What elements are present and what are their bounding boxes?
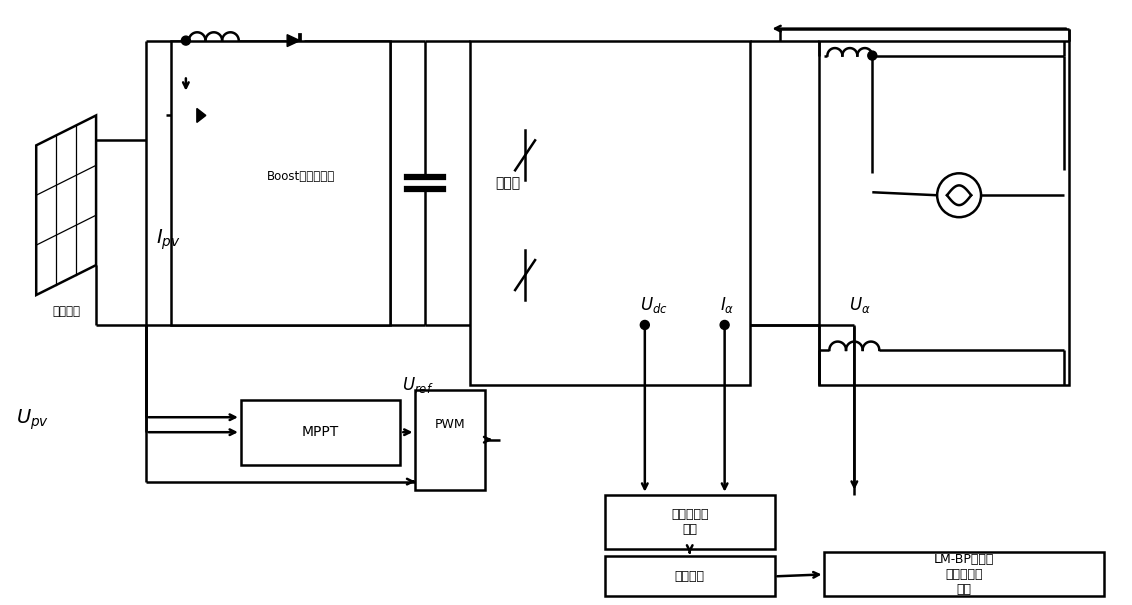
- Text: 光伏阵列: 光伏阵列: [52, 305, 80, 318]
- Polygon shape: [288, 34, 300, 47]
- Bar: [241, 400, 401, 465]
- Text: Boost升压变换器: Boost升压变换器: [266, 170, 335, 183]
- Circle shape: [868, 51, 877, 60]
- Text: 逆变桥: 逆变桥: [495, 176, 521, 190]
- Bar: [604, 494, 774, 549]
- Polygon shape: [36, 116, 96, 295]
- Text: $U_{ref}$: $U_{ref}$: [402, 374, 434, 395]
- Bar: [604, 557, 774, 597]
- Polygon shape: [197, 108, 206, 122]
- Text: PWM: PWM: [435, 418, 465, 431]
- Bar: [820, 41, 1069, 385]
- Text: LM-BP神经网
络优化谐波
控制: LM-BP神经网 络优化谐波 控制: [934, 553, 994, 596]
- Circle shape: [181, 36, 190, 45]
- Text: $U_{dc}$: $U_{dc}$: [640, 295, 668, 315]
- Bar: [171, 41, 391, 325]
- Text: $U_{pv}$: $U_{pv}$: [16, 408, 50, 432]
- Text: MPPT: MPPT: [302, 425, 340, 439]
- Bar: [470, 41, 749, 385]
- Text: 谐波检测: 谐波检测: [675, 570, 705, 583]
- Text: $U_{\alpha}$: $U_{\alpha}$: [849, 295, 871, 315]
- Circle shape: [641, 321, 650, 330]
- Circle shape: [720, 321, 729, 330]
- Bar: [415, 390, 486, 489]
- Text: 电压、电流
解耦: 电压、电流 解耦: [671, 508, 709, 536]
- Bar: [824, 552, 1104, 597]
- Text: $I_{\alpha}$: $I_{\alpha}$: [720, 295, 734, 315]
- Text: $I_{pv}$: $I_{pv}$: [156, 228, 181, 252]
